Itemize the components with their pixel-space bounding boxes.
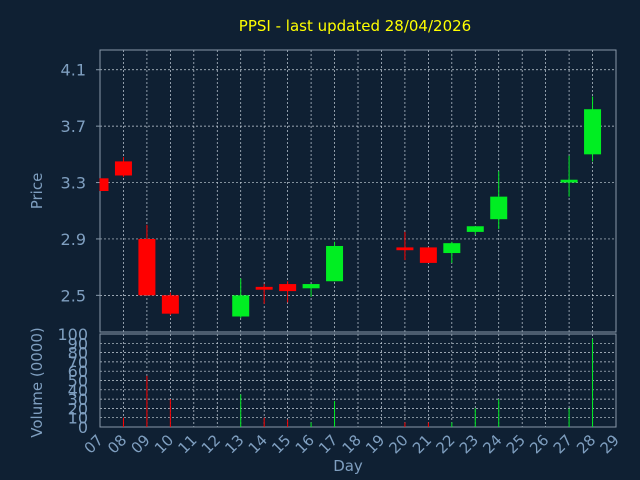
candle-body: [232, 295, 250, 317]
candle-10: [161, 292, 179, 316]
candle-body: [419, 247, 437, 263]
volume-tick-label: 30: [68, 390, 88, 409]
price-tick-label: 3.7: [61, 117, 86, 136]
volume-panel-frame: [99, 333, 617, 428]
candle-body: [443, 243, 461, 254]
volume-tick-label: 50: [68, 372, 88, 391]
candle-24: [490, 171, 508, 230]
day-gridlines: [99, 50, 617, 427]
candle-body: [161, 295, 179, 314]
day-axis-ticks: 0708091011121314151617181920212223242526…: [81, 431, 623, 457]
price-tick-label: 2.5: [61, 286, 86, 305]
candle-body: [584, 109, 602, 155]
day-tick-label: 12: [198, 431, 224, 457]
day-tick-label: 18: [339, 431, 365, 457]
candle-body: [466, 226, 484, 232]
day-tick-label: 29: [597, 431, 623, 457]
candle-16: [302, 284, 320, 297]
candles: [99, 96, 602, 318]
price-axis-ticks: 2.5 2.9 3.3 3.7 4.1: [61, 61, 100, 305]
candle-28: [584, 96, 602, 162]
candle-23: [466, 226, 484, 235]
day-tick-label: 15: [268, 431, 294, 457]
candle-09: [138, 224, 156, 296]
volume-tick-label: 60: [68, 362, 88, 381]
volume-tick-label: 90: [68, 334, 88, 353]
candle-body: [490, 196, 508, 220]
day-tick-label: 16: [292, 431, 318, 457]
day-tick-label: 26: [526, 431, 552, 457]
candle-body: [560, 179, 578, 183]
volume-tick-label: 40: [68, 381, 88, 400]
candle-body: [396, 247, 414, 251]
volume-tick-label: 10: [68, 409, 88, 428]
day-tick-label: 17: [315, 431, 341, 457]
volume-tick-label: 80: [68, 344, 88, 363]
volume-tick-label: 20: [68, 399, 88, 418]
day-tick-label: 25: [503, 431, 529, 457]
candle-body: [114, 161, 132, 176]
candle-13: [232, 278, 250, 318]
volume-tick-label: 70: [68, 353, 88, 372]
volume-tick-label: 100: [57, 325, 88, 344]
day-tick-label: 20: [386, 431, 412, 457]
day-tick-label: 14: [245, 431, 271, 457]
day-tick-label: 24: [479, 431, 505, 457]
candle-body: [138, 238, 156, 296]
candle-body: [326, 245, 344, 282]
candle-07: [99, 178, 109, 191]
day-tick-label: 19: [362, 431, 388, 457]
candle-20: [396, 231, 414, 261]
price-tick-label: 4.1: [61, 61, 86, 80]
candle-body: [255, 286, 273, 290]
candle-17: [326, 241, 344, 282]
day-tick-label: 11: [174, 431, 200, 457]
candle-body: [100, 178, 109, 191]
day-tick-label: 09: [128, 431, 154, 457]
volume-tick-label: 0: [78, 418, 88, 437]
volume-axis-label: Volume (0000): [28, 327, 46, 437]
day-tick-label: 10: [151, 431, 177, 457]
price-tick-label: 3.3: [61, 174, 86, 193]
day-tick-label: 22: [432, 431, 458, 457]
volume-bars: [122, 338, 594, 427]
candle-15: [279, 281, 297, 303]
day-tick-label: 08: [104, 431, 130, 457]
candle-body: [302, 284, 320, 289]
candle-21: [419, 247, 437, 263]
price-axis-label: Price: [28, 173, 46, 210]
day-tick-label: 23: [456, 431, 482, 457]
candle-body: [279, 284, 297, 292]
day-tick-label: 27: [550, 431, 576, 457]
day-axis-label: Day: [333, 457, 363, 475]
day-tick-label: 13: [221, 431, 247, 457]
day-tick-label: 28: [573, 431, 599, 457]
chart-title: PPSI - last updated 28/04/2026: [239, 17, 471, 35]
day-tick-label: 21: [409, 431, 435, 457]
candle-14: [255, 284, 273, 304]
candle-22: [443, 241, 461, 263]
candle-08: [114, 157, 132, 177]
candle-27: [560, 155, 578, 197]
price-tick-label: 2.9: [61, 230, 86, 249]
